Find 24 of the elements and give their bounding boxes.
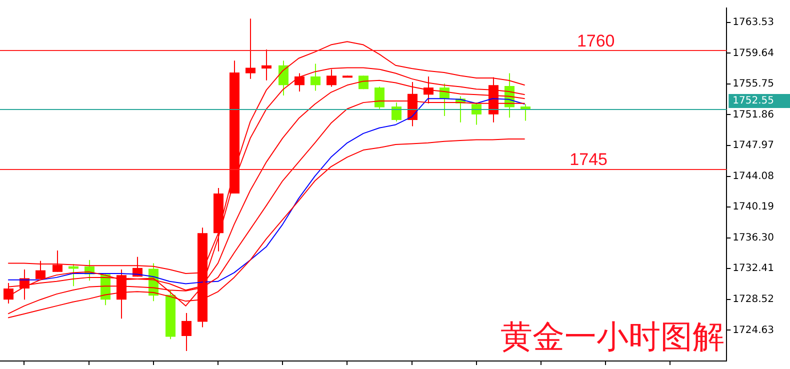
y-tick-label: 1763.53 (732, 16, 774, 28)
candlestick (374, 86, 385, 110)
y-tick-label: 1728.52 (732, 294, 774, 306)
annotation: 1745 (570, 150, 608, 170)
annotation: 黄金一小时图解 (500, 317, 725, 356)
candlestick (310, 63, 321, 92)
candlestick (391, 102, 402, 122)
y-tick-label: 1747.97 (732, 140, 774, 152)
y-tick-label: 1740.19 (732, 202, 774, 213)
candlestick (358, 75, 369, 90)
y-tick-label: 1732.41 (732, 263, 774, 274)
y-tick-label: 1751.86 (732, 109, 774, 120)
candlestick (245, 18, 256, 80)
candlestick (471, 102, 482, 126)
ref-line-label: 1752.55 (732, 96, 774, 107)
candlestick (181, 312, 192, 352)
y-tick-label: 1744.08 (732, 170, 774, 182)
candlestick (261, 49, 272, 81)
annotation: 1760 (576, 32, 615, 51)
candlestick (278, 60, 289, 96)
y-tick-label: 1755.75 (732, 78, 774, 90)
y-tick-label: 1724.63 (732, 324, 774, 336)
y-tick-label: 1736.30 (732, 232, 774, 244)
y-tick-label: 1759.64 (732, 48, 774, 59)
